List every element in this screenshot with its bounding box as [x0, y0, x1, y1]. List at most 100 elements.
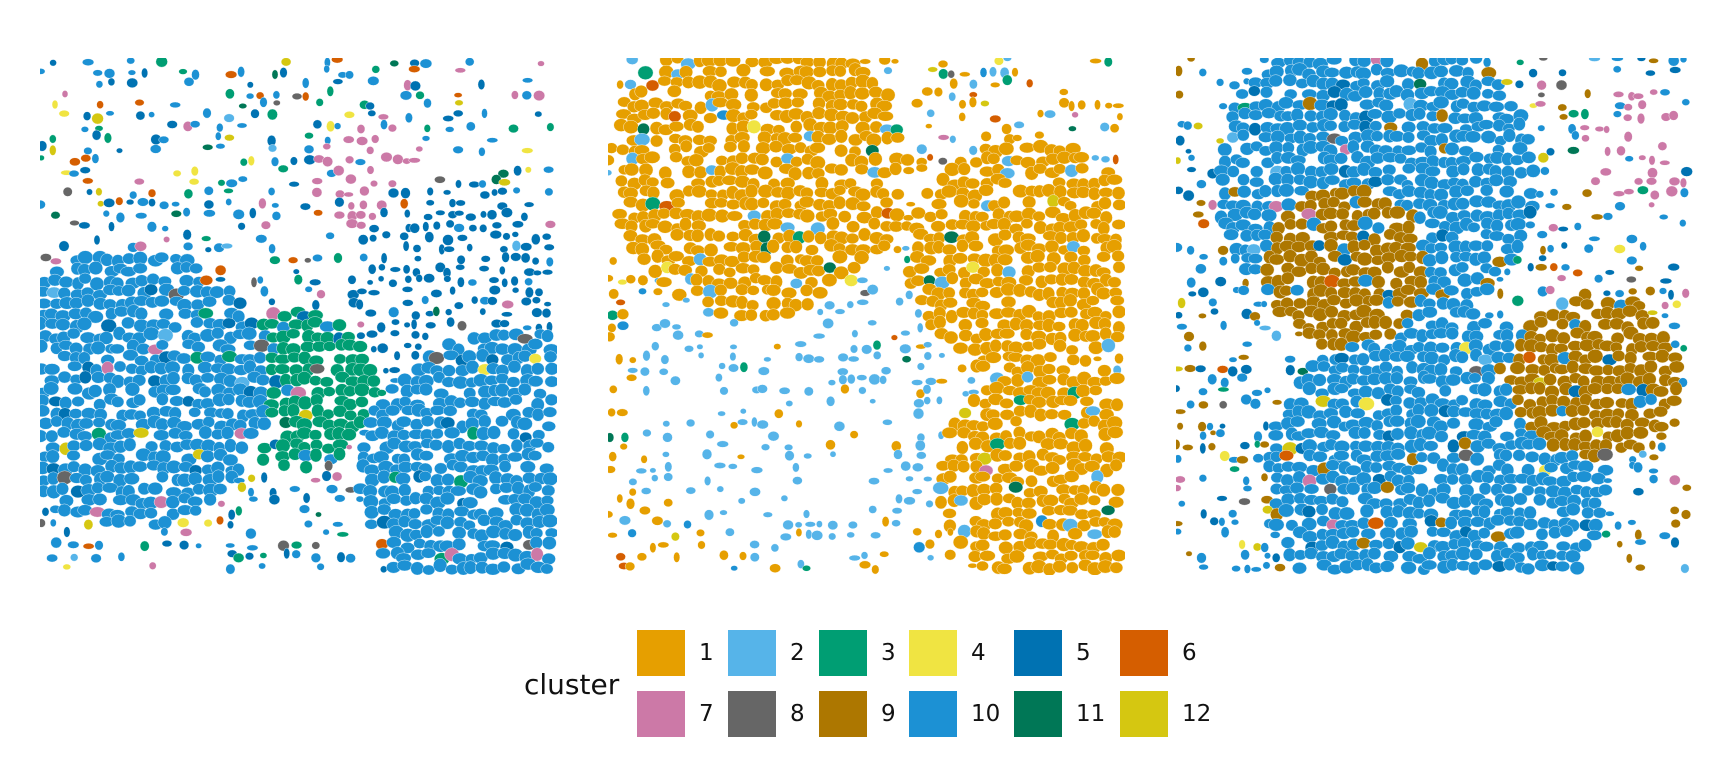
cell-cluster-1 [849, 430, 859, 439]
cell-cluster-10 [1458, 494, 1473, 509]
cell-cluster-1 [1073, 151, 1090, 164]
cell-cluster-1 [943, 470, 958, 484]
cell-cluster-10 [1260, 300, 1268, 308]
cell-cluster-10 [40, 199, 46, 210]
cell-cluster-3 [1002, 74, 1013, 86]
cell-cluster-11 [202, 144, 214, 151]
cell-cluster-1 [942, 508, 957, 519]
cell-cluster-5 [381, 230, 391, 239]
cell-cluster-8 [1323, 483, 1337, 496]
cell-cluster-10 [1367, 547, 1382, 560]
cell-cluster-10 [1326, 58, 1343, 66]
cell-cluster-1 [1107, 525, 1122, 539]
cell-cluster-10 [1455, 546, 1472, 561]
cell-cluster-2 [905, 290, 914, 300]
cell-cluster-10 [1594, 274, 1604, 284]
cell-cluster-10 [1183, 344, 1192, 353]
cell-cluster-7 [1612, 91, 1625, 98]
cell-cluster-10 [1422, 493, 1436, 508]
cell-cluster-1 [968, 239, 984, 252]
cell-cluster-5 [249, 207, 257, 219]
cell-cluster-6 [1026, 78, 1034, 88]
cell-cluster-10 [1412, 508, 1426, 520]
cell-cluster-7 [1176, 484, 1182, 492]
cell-cluster-10 [913, 541, 926, 553]
cell-cluster-2 [827, 379, 836, 386]
cell-cluster-10 [124, 382, 141, 397]
cell-cluster-5 [531, 307, 543, 318]
cell-cluster-8 [1537, 92, 1546, 98]
cell-cluster-12 [49, 144, 57, 156]
cell-cluster-1 [1021, 497, 1037, 509]
cell-cluster-10 [66, 450, 81, 462]
cell-cluster-7 [316, 289, 326, 299]
cell-cluster-10 [1301, 530, 1318, 544]
cell-cluster-10 [1196, 179, 1207, 189]
cell-cluster-1 [998, 141, 1015, 156]
cell-cluster-10 [66, 327, 81, 340]
cell-cluster-9 [1260, 472, 1269, 482]
cell-cluster-1 [998, 449, 1013, 462]
cell-cluster-10 [83, 147, 93, 155]
cell-cluster-10 [453, 223, 465, 233]
cell-cluster-10 [1356, 352, 1370, 366]
cell-cluster-10 [511, 481, 526, 496]
cell-cluster-3 [217, 179, 226, 187]
cell-cluster-10 [1543, 462, 1559, 473]
cell-cluster-5 [466, 243, 473, 252]
cell-cluster-10 [1392, 107, 1407, 120]
cell-cluster-10 [142, 326, 160, 341]
cell-cluster-12 [83, 519, 94, 530]
cell-cluster-2 [756, 419, 769, 430]
cell-cluster-1 [989, 338, 1002, 353]
cell-cluster-10 [1521, 562, 1536, 575]
cell-cluster-10 [1501, 483, 1518, 495]
cell-cluster-1 [987, 152, 1001, 165]
cell-cluster-1 [735, 151, 749, 165]
cell-cluster-10 [1484, 311, 1494, 319]
cell-cluster-10 [1278, 503, 1295, 518]
cell-cluster-3 [903, 255, 911, 264]
cell-cluster-5 [103, 198, 115, 208]
cell-cluster-1 [769, 261, 784, 275]
cell-cluster-10 [541, 420, 556, 432]
cell-cluster-10 [638, 287, 647, 295]
cell-cluster-3 [341, 428, 357, 441]
cell-cluster-8 [309, 363, 325, 374]
cell-cluster-3 [637, 65, 654, 80]
cell-cluster-1 [1107, 276, 1122, 289]
cell-cluster-1 [900, 153, 915, 167]
cell-cluster-10 [1198, 253, 1209, 261]
cell-cluster-1 [1089, 58, 1102, 64]
cell-cluster-1 [1020, 218, 1034, 230]
cell-cluster-10 [158, 135, 170, 144]
legend-label-9: 9 [881, 701, 896, 727]
cell-cluster-7 [134, 178, 145, 186]
cell-cluster-1 [952, 535, 969, 550]
cell-cluster-5 [260, 471, 268, 484]
cell-cluster-10 [109, 343, 125, 355]
cell-cluster-5 [232, 296, 247, 310]
cell-cluster-1 [944, 549, 957, 561]
cell-cluster-2 [816, 520, 823, 528]
cell-cluster-1 [996, 562, 1013, 575]
cell-cluster-2 [717, 410, 726, 417]
cell-cluster-5 [480, 210, 487, 219]
cell-cluster-5 [499, 245, 509, 254]
cell-cluster-1 [1114, 353, 1124, 365]
cell-cluster-7 [311, 187, 323, 198]
cell-cluster-10 [1252, 453, 1264, 464]
cell-cluster-10 [1334, 383, 1349, 394]
cell-cluster-10 [255, 374, 271, 386]
cell-cluster-10 [345, 70, 354, 80]
cell-cluster-4 [190, 166, 199, 177]
cell-cluster-10 [82, 58, 95, 66]
cell-cluster-10 [1400, 536, 1416, 551]
cell-cluster-10 [1357, 215, 1374, 231]
legend-label-4: 4 [971, 640, 986, 666]
cell-cluster-10 [364, 505, 380, 520]
cell-cluster-2 [868, 505, 878, 514]
cell-cluster-10 [1243, 564, 1251, 574]
cell-cluster-2 [1555, 296, 1569, 311]
cell-cluster-1 [949, 78, 959, 90]
